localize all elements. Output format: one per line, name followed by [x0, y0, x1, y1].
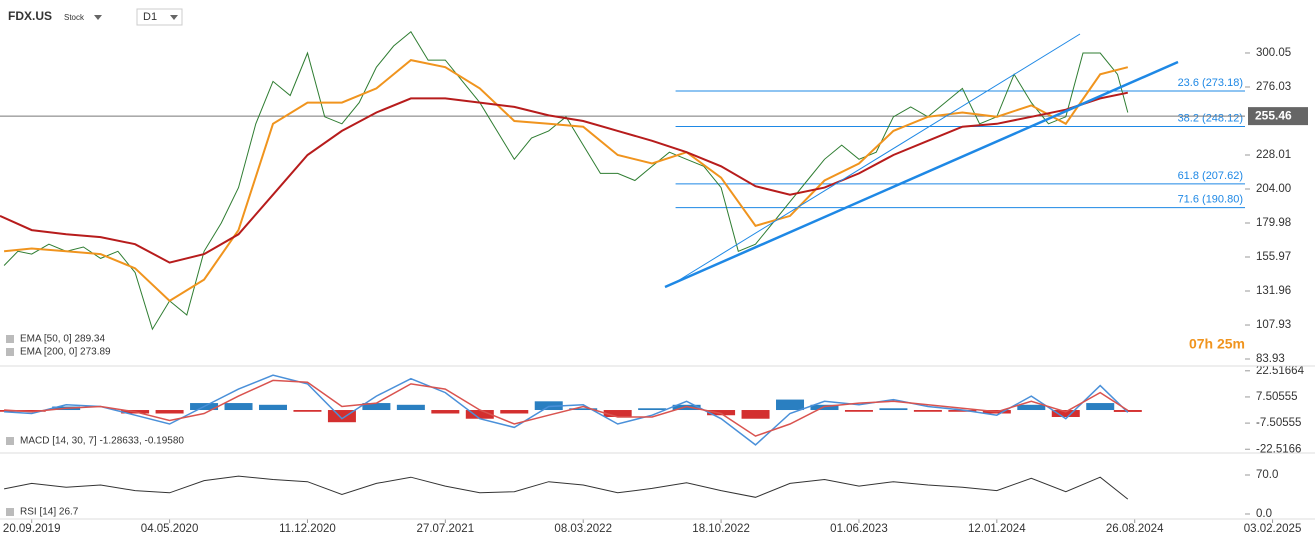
- fib-label: 71.6 (190.80): [1178, 194, 1243, 206]
- y-tick-label: 204.00: [1256, 183, 1291, 195]
- histogram-bar: [362, 403, 391, 411]
- histogram-bar: [810, 404, 839, 411]
- histogram-bar: [431, 410, 460, 414]
- histogram-bar: [672, 404, 701, 411]
- timeframe-box[interactable]: [136, 8, 183, 26]
- plots: 83.93 107.93 131.96 155.97 179.98 204.00 228.0…: [0, 31, 1308, 535]
- y-tick-label: 7.50555: [1256, 391, 1298, 403]
- histogram-bar: [1017, 404, 1046, 411]
- histogram-bar: [1086, 403, 1115, 411]
- histogram-bar: [155, 410, 184, 414]
- histogram-bar: [465, 410, 494, 419]
- legend-label: EMA [200, 0] 273.89: [20, 347, 111, 358]
- histogram-bar: [638, 408, 667, 411]
- histogram-bar: [913, 410, 942, 412]
- y-tick-label: 83.93: [1256, 353, 1285, 365]
- legend-label: RSI [14] 26.7: [20, 507, 79, 518]
- histogram-bar: [500, 410, 529, 414]
- legend-icon: [6, 508, 14, 516]
- x-tick-label: 01.06.2023: [830, 523, 888, 535]
- last-price-box: [1248, 107, 1308, 126]
- x-tick-label: 11.12.2020: [279, 523, 336, 535]
- fib-label: 23.6 (273.18): [1178, 77, 1243, 89]
- y-tick-label: 22.51664: [1256, 365, 1305, 377]
- x-tick-label: 20.09.2019: [3, 523, 61, 535]
- series-line: [3, 31, 1129, 331]
- timeframe: D1: [143, 11, 157, 23]
- histogram-bar: [1051, 410, 1080, 417]
- legend-icon: [6, 335, 14, 343]
- symbol[interactable]: FDX.US: [8, 9, 52, 23]
- histogram-bar: [741, 410, 770, 419]
- y-tick-label: -22.5166: [1256, 443, 1301, 455]
- last-price-label: 255.46: [1255, 108, 1292, 122]
- histogram-bar: [569, 408, 598, 411]
- x-tick-label: 08.03.2022: [554, 523, 612, 535]
- x-tick-label: 26.08.2024: [1106, 523, 1164, 535]
- histogram-bar: [258, 404, 287, 411]
- legend-label: EMA [50, 0] 289.34: [20, 334, 105, 345]
- histogram-bar: [707, 410, 736, 416]
- histogram-bar: [224, 403, 253, 411]
- countdown: 07h 25m: [1189, 336, 1245, 352]
- y-tick-label: 70.0: [1256, 469, 1278, 481]
- histogram-bar: [844, 410, 873, 412]
- kind: Stock: [64, 13, 85, 22]
- y-tick-label: 179.98: [1256, 217, 1291, 229]
- histogram-bar: [17, 410, 46, 412]
- trend-lines: [664, 33, 1179, 289]
- fib-label: 61.8 (207.62): [1178, 170, 1243, 182]
- y-tick-label: -7.50555: [1256, 417, 1301, 429]
- histogram-bar: [603, 410, 632, 417]
- trend-line: [675, 33, 1081, 283]
- legend-icon: [6, 437, 14, 445]
- timeframe-dropdown[interactable]: [170, 15, 178, 20]
- header: FDX.US Stock D1: [8, 8, 183, 26]
- histogram-bar: [293, 410, 322, 412]
- legend-label: MACD [14, 30, 7] -1.28633, -0.19580: [20, 436, 184, 447]
- histogram-bar: [1113, 410, 1142, 412]
- series-line: [4, 374, 1129, 446]
- y-tick-label: 228.01: [1256, 149, 1291, 161]
- histogram-bar: [396, 404, 425, 411]
- series-line: [3, 59, 1129, 303]
- histogram-bar: [327, 410, 356, 423]
- histogram-bar: [948, 410, 977, 412]
- x-tick-label: 18.10.2022: [692, 523, 750, 535]
- x-tick-label: 12.01.2024: [968, 523, 1026, 535]
- histogram-bar: [879, 408, 908, 411]
- x-tick-label: 27.07.2021: [417, 523, 475, 535]
- x-tick-label: 03.02.2025: [1244, 523, 1302, 535]
- trend-line: [664, 60, 1179, 289]
- x-tick-label: 04.05.2020: [141, 523, 199, 535]
- series-line: [4, 379, 1129, 437]
- y-tick-label: 131.96: [1256, 285, 1291, 297]
- y-tick-label: 276.03: [1256, 81, 1291, 93]
- symbol-dropdown[interactable]: [94, 15, 102, 20]
- y-tick-label: 107.93: [1256, 319, 1291, 331]
- y-tick-label: 300.05: [1256, 47, 1291, 59]
- series-line: [0, 91, 1129, 264]
- y-tick-label: 155.97: [1256, 251, 1291, 263]
- fib-label: 38.2 (248.12): [1178, 112, 1243, 124]
- y-tick-label: 0.0: [1256, 508, 1272, 520]
- series-line: [4, 475, 1129, 500]
- histogram-bar: [534, 401, 563, 411]
- histogram-bar: [776, 399, 805, 411]
- legend-icon: [6, 348, 14, 356]
